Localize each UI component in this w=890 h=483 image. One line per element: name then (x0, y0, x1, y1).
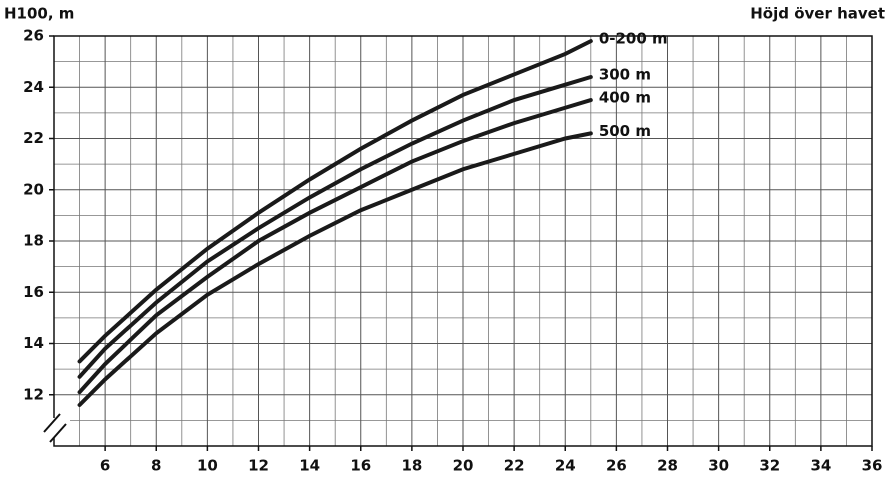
series-line (77, 75, 593, 379)
plot-frame (53, 35, 873, 447)
x-tick-label: 16 (350, 457, 371, 475)
y-tick-label: 22 (23, 129, 44, 147)
y-axis-label: H100, m (4, 5, 74, 23)
y-tick-label: 20 (23, 180, 44, 198)
x-tick-label: 30 (708, 457, 729, 475)
y-tick-label: 14 (23, 334, 44, 352)
x-tick-label: 20 (453, 457, 474, 475)
series-line (77, 98, 593, 395)
x-tick-label: 36 (862, 457, 883, 475)
axis-break (43, 413, 61, 433)
series-label: 400 m (599, 89, 651, 107)
y-tick-label: 24 (23, 78, 44, 96)
legend-title: Höjd över havet (750, 5, 885, 23)
x-tick-label: 32 (759, 457, 780, 475)
axis-break (49, 423, 67, 443)
series-label: 300 m (599, 66, 651, 84)
x-tick-label: 28 (657, 457, 678, 475)
series-label: 0-200 m (599, 30, 668, 48)
x-tick-label: 8 (151, 457, 161, 475)
x-tick-label: 10 (197, 457, 218, 475)
x-tick-label: 12 (248, 457, 269, 475)
y-tick-label: 18 (23, 232, 44, 250)
x-tick-label: 26 (606, 457, 627, 475)
x-tick-label: 14 (299, 457, 320, 475)
x-tick-label: 24 (555, 457, 576, 475)
axis-break-gap (46, 418, 70, 438)
y-tick-label: 26 (23, 27, 44, 45)
y-tick-label: 16 (23, 283, 44, 301)
series-label: 500 m (599, 122, 651, 140)
series-line (77, 131, 593, 407)
series-line (77, 39, 593, 364)
x-tick-label: 34 (810, 457, 831, 475)
x-tick-label: 22 (504, 457, 525, 475)
y-tick-label: 12 (23, 385, 44, 403)
x-tick-label: 6 (100, 457, 110, 475)
x-tick-label: 18 (401, 457, 422, 475)
